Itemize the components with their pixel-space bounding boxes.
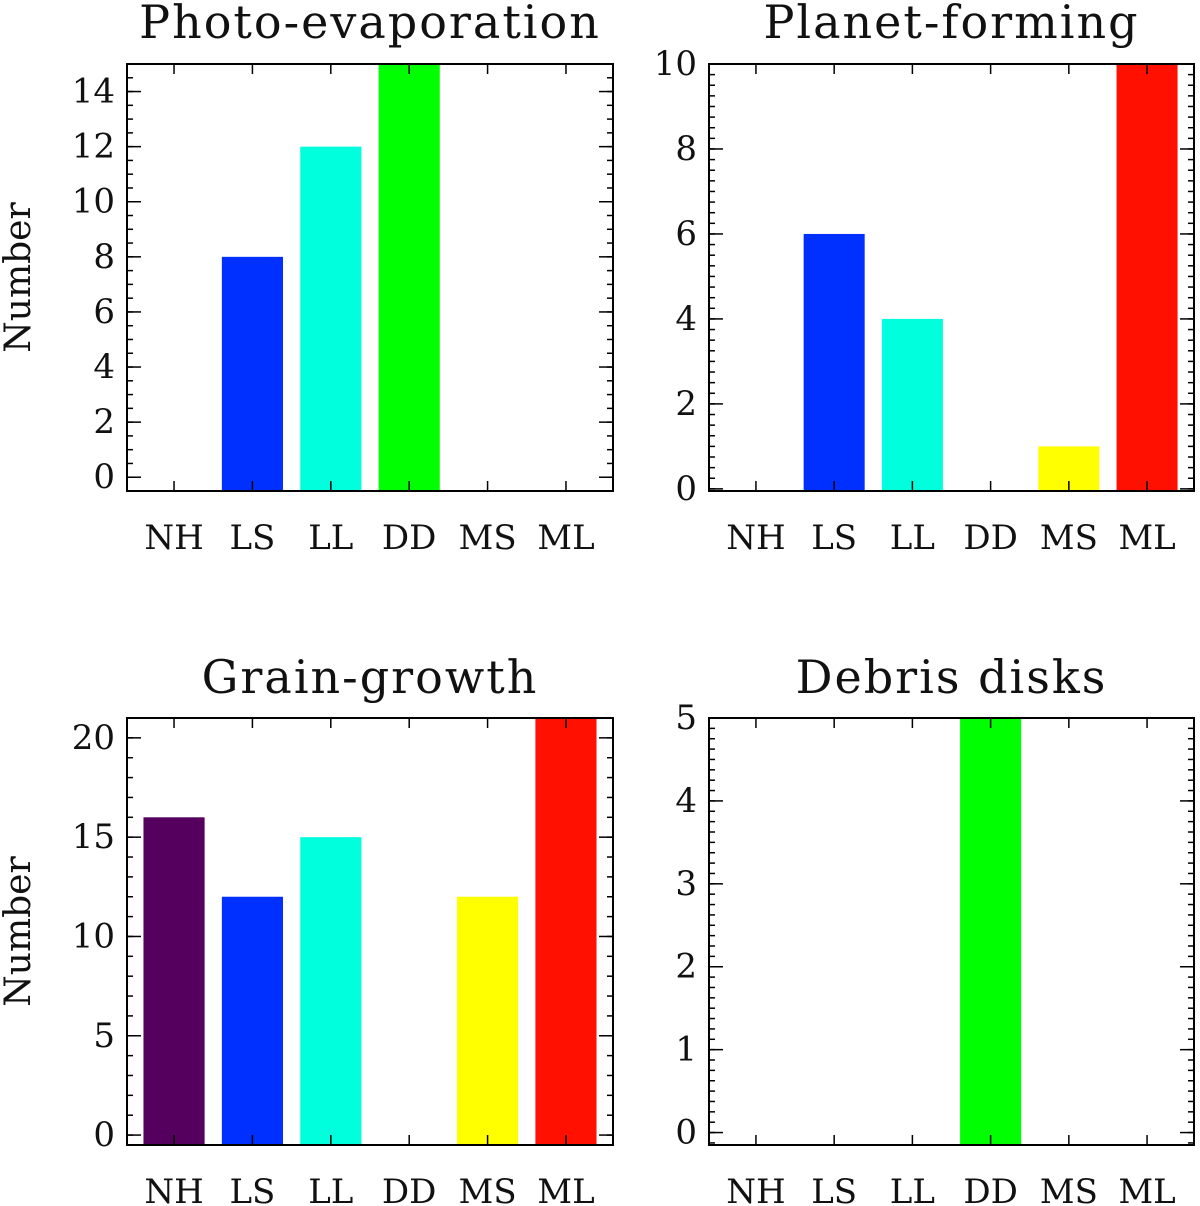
x-category-label: NH — [726, 518, 785, 558]
bar-ls — [221, 896, 283, 1145]
y-tick-label: 5 — [93, 1016, 115, 1056]
x-category-label: LL — [890, 1172, 935, 1206]
x-category-label: NH — [144, 1172, 203, 1206]
x-category-label: LL — [890, 518, 935, 558]
plot-frame — [708, 717, 1195, 1146]
y-tick-label: 0 — [675, 1113, 697, 1153]
y-tick-label: 3 — [675, 864, 697, 904]
bar-ls — [803, 233, 865, 491]
chart-panel-2: Planet-forming 0 2 4 6 8 10 NH LS LL DD MS ML — [654, 0, 1195, 558]
y-tick-label: 2 — [675, 384, 697, 424]
chart-title: Debris disks — [796, 650, 1108, 704]
bar-ll — [300, 837, 362, 1145]
y-tick-label: 10 — [72, 916, 115, 956]
y-axis-label: Number — [0, 202, 39, 353]
y-tick-label: 20 — [72, 718, 115, 758]
x-category-label: ML — [1118, 518, 1175, 558]
y-tick-label: 4 — [675, 299, 697, 339]
y-tick-label: 0 — [675, 469, 697, 509]
x-category-label: LS — [229, 518, 275, 558]
bar-ml — [1116, 64, 1178, 491]
y-tick-label: 2 — [675, 947, 697, 987]
y-tick-label: 15 — [72, 817, 115, 857]
y-axis-label: Number — [0, 856, 39, 1007]
x-category-label: DD — [963, 518, 1018, 558]
y-tick-label: 6 — [93, 292, 115, 332]
chart-panel-4: Debris disks 0 1 2 3 4 5 NH LS LL DD MS ML — [675, 650, 1195, 1206]
plot-frame — [708, 63, 1195, 492]
plot-frame — [126, 717, 614, 1146]
plot-frame — [126, 63, 614, 492]
bar-dd — [960, 718, 1022, 1145]
x-category-label: DD — [382, 1172, 437, 1206]
chart-title: Grain-growth — [202, 650, 539, 704]
x-category-label: MS — [459, 1172, 517, 1206]
y-tick-label: 1 — [675, 1030, 697, 1070]
chart-panel-3: Grain-growth 0 5 10 15 20 NH LS LL DD MS ML Number — [0, 650, 614, 1206]
x-category-label: MS — [1040, 1172, 1098, 1206]
x-category-label: ML — [1118, 1172, 1175, 1206]
y-tick-label: 12 — [72, 127, 115, 167]
x-category-label: ML — [537, 518, 594, 558]
x-category-label: NH — [144, 518, 203, 558]
y-tick-label: 10 — [654, 44, 697, 84]
bar-ls — [221, 256, 283, 491]
bar-nh — [143, 817, 205, 1145]
bar-ms — [457, 896, 519, 1145]
y-tick-label: 10 — [72, 182, 115, 222]
x-category-label: MS — [1040, 518, 1098, 558]
bar-dd — [378, 64, 440, 491]
bar-ml — [535, 718, 597, 1145]
x-category-label: LS — [229, 1172, 275, 1206]
x-category-label: LS — [811, 1172, 857, 1206]
y-tick-label: 4 — [93, 347, 115, 387]
chart-title: Planet-forming — [763, 0, 1139, 49]
chart-title: Photo-evaporation — [139, 0, 601, 49]
x-category-label: LS — [811, 518, 857, 558]
bar-ll — [881, 318, 943, 491]
y-tick-label: 0 — [93, 1115, 115, 1155]
y-tick-label: 2 — [93, 402, 115, 442]
x-category-label: DD — [382, 518, 437, 558]
bar-ll — [300, 146, 362, 492]
chart-panel-1: Photo-evaporation 0 2 4 6 8 10 12 14 NH LS LL DD MS ML… — [0, 0, 614, 558]
x-category-label: LL — [308, 518, 353, 558]
y-tick-label: 0 — [93, 457, 115, 497]
y-tick-label: 8 — [93, 237, 115, 277]
x-category-label: MS — [459, 518, 517, 558]
y-tick-label: 6 — [675, 214, 697, 254]
x-category-label: DD — [963, 1172, 1018, 1206]
y-tick-label: 5 — [675, 698, 697, 738]
y-tick-label: 4 — [675, 781, 697, 821]
y-tick-label: 8 — [675, 129, 697, 169]
x-category-label: LL — [308, 1172, 353, 1206]
x-category-label: NH — [726, 1172, 785, 1206]
y-tick-label: 14 — [72, 72, 115, 112]
x-category-label: ML — [537, 1172, 594, 1206]
